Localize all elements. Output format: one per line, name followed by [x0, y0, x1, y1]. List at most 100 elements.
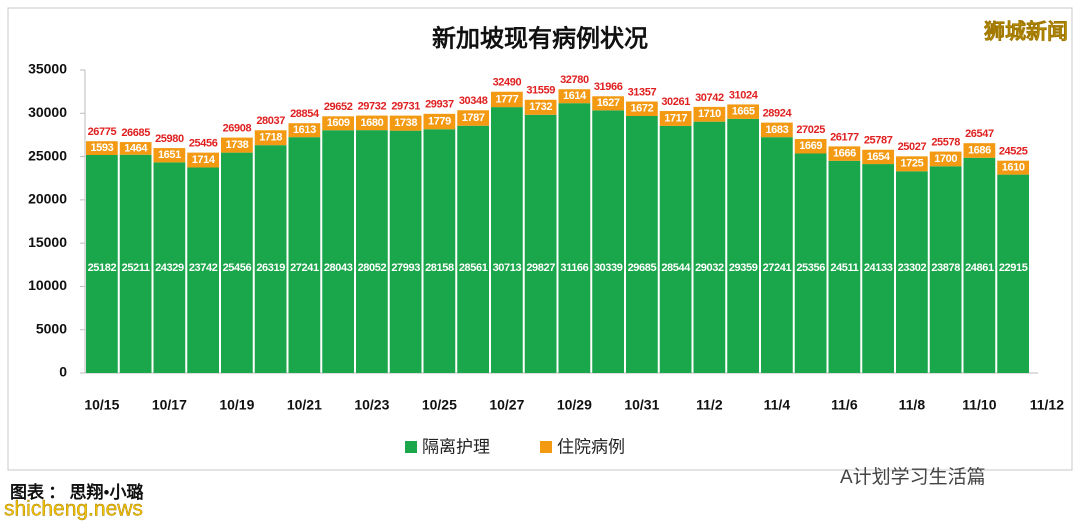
bar-segment [794, 139, 827, 154]
bar-segment [491, 107, 523, 374]
value-label: 28561 [459, 262, 488, 274]
bar-segment [727, 118, 759, 373]
total-label: 24525 [999, 146, 1028, 158]
bar-segment [221, 137, 253, 153]
value-label: 1665 [732, 106, 755, 118]
bar-segment [389, 115, 422, 131]
y-tick-label: 25000 [28, 147, 67, 163]
value-label: 1609 [327, 117, 350, 129]
bar-segment [423, 113, 456, 130]
bar-segment [963, 157, 996, 373]
bar-segment [693, 106, 726, 122]
total-label: 26547 [965, 128, 994, 140]
x-tick-label: 10/21 [287, 397, 322, 413]
total-label: 29937 [425, 99, 454, 111]
bar-segment [659, 111, 692, 126]
value-label: 1725 [900, 158, 923, 170]
y-tick-label: 10000 [28, 277, 67, 293]
account-watermark: A计划学习生活篇 [840, 466, 986, 488]
x-tick-label: 11/8 [899, 397, 926, 413]
value-label: 1683 [765, 124, 788, 136]
total-label: 27025 [796, 124, 825, 136]
bar-segment [423, 129, 456, 373]
bar-segment [896, 156, 928, 172]
bar-segment [322, 116, 354, 131]
bar-segment [221, 152, 253, 373]
x-tick-label: 10/19 [219, 397, 254, 413]
total-label: 32780 [560, 74, 589, 86]
bar-segment [761, 122, 793, 138]
value-label: 25182 [88, 262, 117, 274]
x-tick-label: 10/17 [152, 397, 187, 413]
bar-segment [794, 153, 827, 373]
bar-segment [592, 96, 624, 111]
value-label: 22915 [999, 262, 1028, 274]
total-label: 29731 [391, 101, 420, 113]
bar-segment [491, 91, 523, 108]
total-label: 31357 [628, 86, 657, 98]
bar-segment [929, 151, 962, 167]
bar-segment [86, 141, 118, 155]
value-label: 28052 [358, 262, 387, 274]
bar-segment [963, 143, 996, 158]
y-tick-label: 35000 [28, 61, 67, 77]
total-label: 28037 [256, 115, 285, 127]
value-label: 24861 [965, 262, 994, 274]
value-label: 1614 [563, 90, 587, 102]
brand-watermark: 狮城新闻 [984, 20, 1068, 44]
value-label: 25356 [796, 262, 825, 274]
legend-label: 住院病例 [557, 437, 625, 456]
bar-segment [457, 110, 489, 126]
x-tick-label: 11/2 [696, 397, 723, 413]
total-label: 25456 [189, 138, 218, 150]
bar-segment [187, 152, 219, 168]
bar-segment [659, 125, 692, 374]
value-label: 1717 [664, 112, 687, 124]
x-tick-label: 11/12 [1030, 397, 1064, 413]
legend-label: 隔离护理 [422, 437, 490, 456]
value-label: 1613 [293, 124, 316, 136]
total-label: 26177 [830, 131, 859, 143]
bar-segment [356, 115, 388, 131]
legend-swatch [540, 441, 552, 453]
value-label: 23878 [931, 262, 960, 274]
x-tick-label: 10/27 [489, 397, 524, 413]
bar-segment [119, 154, 152, 373]
total-label: 25787 [864, 135, 893, 147]
y-tick-label: 5000 [36, 320, 67, 336]
value-label: 1700 [934, 153, 957, 165]
x-tick-label: 10/31 [624, 397, 659, 413]
x-tick-label: 11/4 [764, 397, 791, 413]
value-label: 1779 [428, 115, 451, 127]
bar-segment [356, 130, 388, 373]
bar-segment [558, 89, 591, 104]
value-label: 1680 [360, 117, 383, 129]
value-label: 24133 [864, 262, 893, 274]
value-label: 24511 [830, 262, 858, 274]
total-label: 29732 [358, 101, 387, 113]
value-label: 23742 [189, 262, 218, 274]
y-tick-label: 15000 [28, 234, 67, 250]
total-label: 30742 [695, 92, 724, 104]
bar-segment [896, 171, 928, 373]
total-label: 26775 [88, 126, 117, 138]
x-tick-label: 10/29 [557, 397, 592, 413]
value-label: 1666 [833, 147, 856, 159]
value-label: 1714 [192, 154, 216, 166]
value-label: 1672 [630, 103, 653, 115]
total-label: 30348 [459, 95, 488, 107]
bar-segment [828, 146, 861, 161]
value-label: 29827 [526, 262, 555, 274]
credit-text: 图表 ： 思翔•小璐 [10, 482, 143, 502]
value-label: 1669 [799, 140, 822, 152]
bar-segment [187, 167, 219, 373]
total-label: 25027 [898, 141, 927, 153]
bar-segment [727, 104, 759, 119]
value-label: 29359 [729, 262, 758, 274]
total-label: 25578 [931, 136, 960, 148]
total-label: 25980 [155, 133, 184, 145]
total-label: 30261 [661, 96, 690, 108]
bar-segment [524, 99, 557, 115]
value-label: 1627 [597, 97, 620, 109]
